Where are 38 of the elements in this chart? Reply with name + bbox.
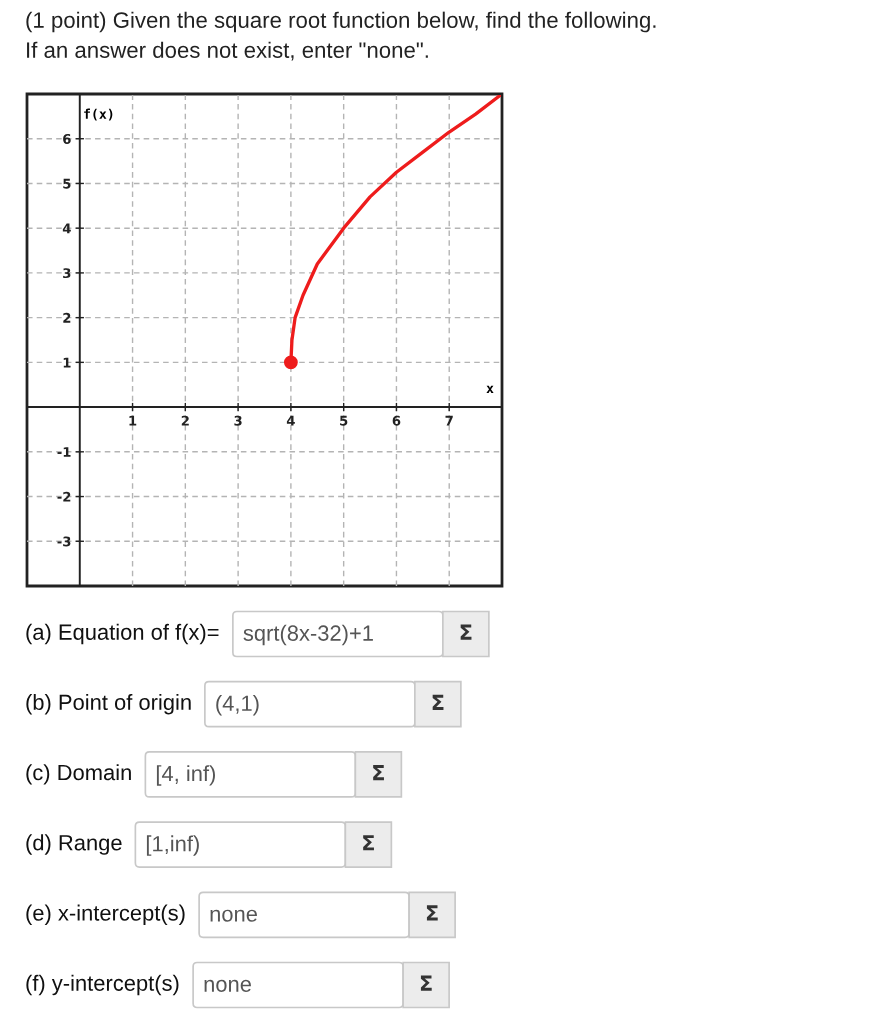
text: (4,1) [216, 694, 259, 716]
x-tick-label: 5 [340, 415, 348, 426]
text: sqrt(8x-32)+1 [243, 624, 373, 646]
x-tick-label: 3 [234, 415, 242, 426]
y-tick-label: 3 [63, 268, 71, 279]
y-tick-label: -2 [57, 491, 71, 502]
chart-title: (1 point) Given the square root function below, find the following. [26, 11, 656, 33]
y-tick-label: 6 [63, 133, 71, 144]
x-tick-label: 1 [129, 415, 137, 426]
y-tick-label: 2 [63, 312, 71, 323]
x-tick-label: 4 [286, 415, 295, 426]
x-axis-title: x [486, 385, 494, 394]
y-tick-label: -3 [57, 536, 71, 547]
chart-subtitle: If an answer does not exist, enter "none". [27, 41, 428, 61]
text: none [210, 909, 257, 922]
y-tick-label: 1 [63, 357, 71, 368]
text: Σ [432, 694, 444, 710]
text: [4, inf) [156, 765, 215, 786]
x-tick-label: 2 [181, 415, 189, 426]
text: [1,inf) [146, 835, 199, 856]
text: Σ [426, 905, 438, 921]
text: (b) Point of origin [26, 693, 191, 715]
text: Σ [460, 624, 472, 640]
text: Σ [363, 835, 374, 851]
text: none [204, 979, 251, 992]
y-tick-label: 5 [63, 178, 71, 189]
text: (f) y-intercept(s) [26, 974, 179, 996]
text: Σ [373, 764, 384, 781]
y-tick-label: -1 [57, 447, 71, 457]
text: (e) x-intercept(s) [26, 904, 185, 926]
x-tick-label: 6 [392, 415, 401, 426]
text: (d) Range [26, 834, 122, 855]
text: (c) Domain [26, 764, 131, 785]
text: (a) Equation of f(x)= [26, 623, 219, 645]
y-tick-label: 4 [62, 223, 71, 234]
x-tick-label: 7 [445, 415, 453, 426]
y-axis-title: f(x) [84, 108, 113, 121]
text: Σ [420, 975, 432, 991]
